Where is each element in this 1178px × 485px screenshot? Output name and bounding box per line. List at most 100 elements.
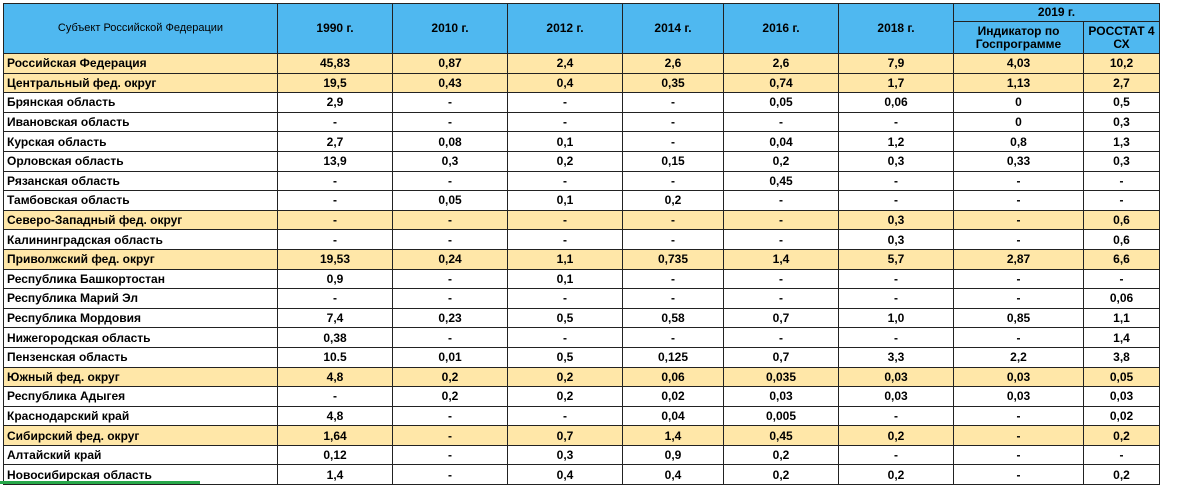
cell-value[interactable]: 0,2 [507, 386, 623, 407]
cell-value[interactable]: - [723, 111, 839, 133]
cell-value[interactable]: - [392, 111, 508, 133]
cell-value[interactable]: - [622, 209, 724, 231]
cell-value[interactable]: - [392, 170, 508, 192]
cell-value[interactable]: 0,3 [507, 444, 623, 466]
cell-value[interactable]: 0,1 [507, 190, 623, 211]
cell-subject-name[interactable]: Южный фед. округ [3, 366, 278, 388]
cell-value[interactable]: - [953, 425, 1084, 446]
cell-value[interactable]: - [622, 288, 724, 309]
cell-value[interactable]: 2,6 [622, 53, 724, 74]
cell-value[interactable]: - [622, 131, 724, 152]
cell-value[interactable]: 0,4 [507, 464, 623, 485]
cell-value[interactable]: 0,43 [392, 72, 508, 94]
cell-value[interactable]: - [953, 268, 1084, 290]
cell-value[interactable]: 0,05 [392, 190, 508, 211]
cell-value[interactable]: 0,4 [507, 72, 623, 94]
cell-value[interactable]: - [723, 209, 839, 231]
cell-value[interactable]: 0,7 [507, 425, 623, 446]
cell-value[interactable]: - [622, 327, 724, 348]
cell-value[interactable]: 0,2 [838, 425, 954, 446]
cell-value[interactable]: 1,4 [277, 464, 393, 485]
cell-value[interactable]: 4,8 [277, 366, 393, 388]
cell-subject-name[interactable]: Северо-Западный фед. округ [3, 209, 278, 231]
cell-value[interactable]: - [953, 464, 1084, 485]
cell-value[interactable]: - [507, 209, 623, 231]
cell-value[interactable]: - [953, 229, 1084, 250]
cell-value[interactable]: - [622, 268, 724, 290]
cell-value[interactable]: - [507, 92, 623, 113]
cell-value[interactable]: 0,5 [1083, 92, 1160, 113]
cell-value[interactable]: 1,4 [622, 425, 724, 446]
cell-value[interactable]: 3,8 [1083, 346, 1160, 368]
cell-value[interactable]: - [838, 444, 954, 466]
cell-value[interactable]: - [723, 288, 839, 309]
cell-value[interactable]: - [838, 268, 954, 290]
cell-subject-name[interactable]: Ивановская область [3, 111, 278, 133]
cell-value[interactable]: 0,45 [723, 425, 839, 446]
cell-value[interactable]: 0,03 [838, 386, 954, 407]
cell-value[interactable]: 1,1 [1083, 307, 1160, 329]
cell-subject-name[interactable]: Тамбовская область [3, 190, 278, 211]
cell-value[interactable]: - [392, 405, 508, 427]
cell-subject-name[interactable]: Рязанская область [3, 170, 278, 192]
cell-value[interactable]: 0,03 [723, 386, 839, 407]
cell-value[interactable]: 0,45 [723, 170, 839, 192]
cell-value[interactable]: 0,05 [1083, 366, 1160, 388]
cell-value[interactable]: 2,87 [953, 248, 1084, 270]
cell-value[interactable]: 0,38 [277, 327, 393, 348]
cell-value[interactable]: 0,06 [622, 366, 724, 388]
cell-value[interactable]: - [622, 92, 724, 113]
cell-value[interactable]: 0,2 [392, 366, 508, 388]
cell-subject-name[interactable]: Орловская область [3, 150, 278, 172]
cell-value[interactable]: 2,4 [507, 53, 623, 74]
cell-value[interactable]: - [392, 425, 508, 446]
cell-value[interactable]: - [953, 444, 1084, 466]
cell-subject-name[interactable]: Приволжский фед. округ [3, 248, 278, 270]
cell-value[interactable]: - [953, 288, 1084, 309]
cell-value[interactable]: 0,9 [622, 444, 724, 466]
cell-subject-name[interactable]: Курская область [3, 131, 278, 152]
cell-value[interactable]: - [723, 327, 839, 348]
cell-value[interactable]: 0,02 [622, 386, 724, 407]
cell-value[interactable]: 0,2 [392, 386, 508, 407]
cell-value[interactable]: - [723, 229, 839, 250]
cell-value[interactable]: 0,24 [392, 248, 508, 270]
cell-value[interactable]: - [953, 209, 1084, 231]
cell-value[interactable]: 0,85 [953, 307, 1084, 329]
cell-value[interactable]: - [277, 190, 393, 211]
cell-value[interactable]: - [622, 229, 724, 250]
cell-value[interactable]: 1,2 [838, 131, 954, 152]
cell-subject-name[interactable]: Брянская область [3, 92, 278, 113]
cell-value[interactable]: - [507, 170, 623, 192]
cell-value[interactable]: 0,4 [622, 464, 724, 485]
cell-value[interactable]: 0 [953, 92, 1084, 113]
cell-value[interactable]: 0,04 [622, 405, 724, 427]
cell-value[interactable]: - [277, 386, 393, 407]
cell-value[interactable]: 0,03 [1083, 386, 1160, 407]
cell-subject-name[interactable]: Российская Федерация [3, 53, 278, 74]
cell-value[interactable]: 1,4 [1083, 327, 1160, 348]
cell-value[interactable]: 1,0 [838, 307, 954, 329]
cell-value[interactable]: 0,2 [723, 464, 839, 485]
cell-subject-name[interactable]: Нижегородская область [3, 327, 278, 348]
cell-value[interactable]: 6,6 [1083, 248, 1160, 270]
cell-value[interactable]: 2,7 [1083, 72, 1160, 94]
cell-value[interactable]: 0,03 [953, 386, 1084, 407]
cell-value[interactable]: - [277, 288, 393, 309]
cell-value[interactable]: 0,3 [392, 150, 508, 172]
cell-value[interactable]: 0,3 [838, 229, 954, 250]
cell-value[interactable]: 0,2 [1083, 464, 1160, 485]
cell-value[interactable]: - [953, 190, 1084, 211]
cell-value[interactable]: - [838, 327, 954, 348]
cell-value[interactable]: 19,5 [277, 72, 393, 94]
cell-value[interactable]: - [1083, 268, 1160, 290]
cell-value[interactable]: - [507, 327, 623, 348]
cell-value[interactable]: - [392, 288, 508, 309]
cell-value[interactable]: - [622, 170, 724, 192]
cell-value[interactable]: 1,1 [507, 248, 623, 270]
cell-subject-name[interactable]: Калининградская область [3, 229, 278, 250]
cell-value[interactable]: 13,9 [277, 150, 393, 172]
cell-value[interactable]: 1,3 [1083, 131, 1160, 152]
cell-value[interactable]: 0,2 [622, 190, 724, 211]
cell-value[interactable]: - [392, 464, 508, 485]
